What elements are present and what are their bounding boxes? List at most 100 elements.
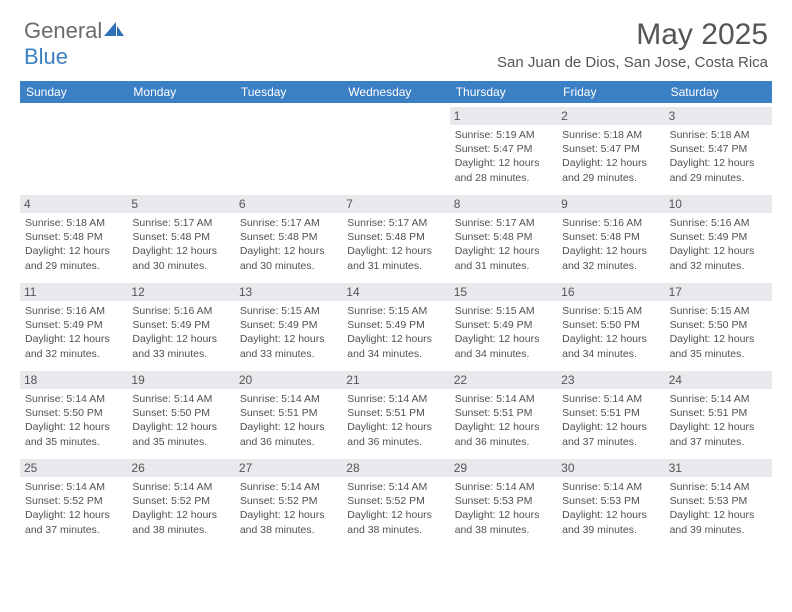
day-number: 22	[454, 373, 467, 387]
day-number: 2	[561, 109, 568, 123]
sunrise-line: Sunrise: 5:14 AM	[240, 480, 337, 494]
day-cell: 3Sunrise: 5:18 AMSunset: 5:47 PMDaylight…	[665, 103, 772, 191]
sunrise-line: Sunrise: 5:14 AM	[562, 392, 659, 406]
day-number: 23	[561, 373, 574, 387]
sunset-line: Sunset: 5:51 PM	[347, 406, 444, 420]
sunset-line: Sunset: 5:53 PM	[562, 494, 659, 508]
day-cell: 13Sunrise: 5:15 AMSunset: 5:49 PMDayligh…	[235, 279, 342, 367]
day-cell: 8 Sunrise: 5:17 AMSunset: 5:48 PMDaylight…	[450, 191, 557, 279]
sunset-line: Sunset: 5:51 PM	[670, 406, 767, 420]
daylight-line: Daylight: 12 hours and 37 minutes.	[25, 508, 122, 536]
day-cell: 29Sunrise: 5:14 AMSunset: 5:53 PMDayligh…	[450, 455, 557, 543]
month-title: May 2025	[497, 18, 768, 52]
daylight-line: Daylight: 12 hours and 36 minutes.	[240, 420, 337, 448]
day-cell: 20Sunrise: 5:14 AMSunset: 5:51 PMDayligh…	[235, 367, 342, 455]
day-number-row: 11	[20, 283, 127, 301]
day-info: Sunrise: 5:14 AMSunset: 5:53 PMDaylight:…	[670, 480, 767, 537]
daylight-line: Daylight: 12 hours and 38 minutes.	[240, 508, 337, 536]
day-cell: 24 Sunrise: 5:14 AMSunset: 5:51 PMDayligh…	[665, 367, 772, 455]
sunset-line: Sunset: 5:50 PM	[25, 406, 122, 420]
logo-part1: General	[24, 18, 102, 43]
empty-cell	[235, 103, 342, 191]
day-number-row: 29	[450, 459, 557, 477]
daylight-line: Daylight: 12 hours and 29 minutes.	[562, 156, 659, 184]
sunset-line: Sunset: 5:47 PM	[562, 142, 659, 156]
sunrise-line: Sunrise: 5:17 AM	[347, 216, 444, 230]
day-number: 11	[24, 285, 36, 299]
sunrise-line: Sunrise: 5:14 AM	[347, 392, 444, 406]
day-info: Sunrise: 5:17 AMSunset: 5:48 PMDaylight:…	[240, 216, 337, 273]
day-number-row: 24	[665, 371, 772, 389]
day-number: 5	[131, 197, 138, 211]
day-info: Sunrise: 5:14 AMSunset: 5:52 PMDaylight:…	[347, 480, 444, 537]
day-cell: 2 Sunrise: 5:18 AMSunset: 5:47 PMDaylight…	[557, 103, 664, 191]
day-number-row: 21	[342, 371, 449, 389]
day-number: 8	[454, 197, 461, 211]
day-number-row: 16	[557, 283, 664, 301]
day-number: 24	[669, 373, 682, 387]
day-cell: 28 Sunrise: 5:14 AMSunset: 5:52 PMDayligh…	[342, 455, 449, 543]
day-number-row: 12	[127, 283, 234, 301]
daylight-line: Daylight: 12 hours and 34 minutes.	[562, 332, 659, 360]
day-number: 21	[346, 373, 359, 387]
weekday-monday: Monday	[127, 81, 234, 103]
day-info: Sunrise: 5:16 AMSunset: 5:49 PMDaylight:…	[25, 304, 122, 361]
day-info: Sunrise: 5:15 AMSunset: 5:50 PMDaylight:…	[562, 304, 659, 361]
sunset-line: Sunset: 5:50 PM	[132, 406, 229, 420]
sunset-line: Sunset: 5:48 PM	[455, 230, 552, 244]
day-number-row: 1	[450, 107, 557, 125]
sunset-line: Sunset: 5:52 PM	[240, 494, 337, 508]
sunrise-line: Sunrise: 5:14 AM	[25, 392, 122, 406]
day-cell: 30Sunrise: 5:14 AMSunset: 5:53 PMDayligh…	[557, 455, 664, 543]
sunset-line: Sunset: 5:51 PM	[455, 406, 552, 420]
daylight-line: Daylight: 12 hours and 37 minutes.	[562, 420, 659, 448]
sunrise-line: Sunrise: 5:14 AM	[25, 480, 122, 494]
day-number: 7	[346, 197, 353, 211]
day-number: 16	[561, 285, 574, 299]
day-info: Sunrise: 5:14 AMSunset: 5:50 PMDaylight:…	[25, 392, 122, 449]
day-number: 31	[669, 461, 682, 475]
day-number-row: 19	[127, 371, 234, 389]
weekday-wednesday: Wednesday	[342, 81, 449, 103]
sunset-line: Sunset: 5:53 PM	[455, 494, 552, 508]
sunset-line: Sunset: 5:47 PM	[670, 142, 767, 156]
daylight-line: Daylight: 12 hours and 39 minutes.	[670, 508, 767, 536]
day-info: Sunrise: 5:14 AMSunset: 5:50 PMDaylight:…	[132, 392, 229, 449]
day-number-row: 25	[20, 459, 127, 477]
sunset-line: Sunset: 5:50 PM	[562, 318, 659, 332]
day-cell: 25Sunrise: 5:14 AMSunset: 5:52 PMDayligh…	[20, 455, 127, 543]
sunset-line: Sunset: 5:49 PM	[132, 318, 229, 332]
daylight-line: Daylight: 12 hours and 34 minutes.	[347, 332, 444, 360]
sunrise-line: Sunrise: 5:16 AM	[132, 304, 229, 318]
daylight-line: Daylight: 12 hours and 37 minutes.	[670, 420, 767, 448]
day-cell: 10Sunrise: 5:16 AMSunset: 5:49 PMDayligh…	[665, 191, 772, 279]
day-cell: 4Sunrise: 5:18 AMSunset: 5:48 PMDaylight…	[20, 191, 127, 279]
sunrise-line: Sunrise: 5:14 AM	[240, 392, 337, 406]
sunset-line: Sunset: 5:52 PM	[132, 494, 229, 508]
sunrise-line: Sunrise: 5:14 AM	[562, 480, 659, 494]
day-number-row: 22	[450, 371, 557, 389]
day-number-row: 26	[127, 459, 234, 477]
sunrise-line: Sunrise: 5:15 AM	[347, 304, 444, 318]
title-block: May 2025 San Juan de Dios, San Jose, Cos…	[497, 18, 768, 71]
daylight-line: Daylight: 12 hours and 33 minutes.	[132, 332, 229, 360]
day-number-row: 17	[665, 283, 772, 301]
day-info: Sunrise: 5:16 AMSunset: 5:48 PMDaylight:…	[562, 216, 659, 273]
day-info: Sunrise: 5:17 AMSunset: 5:48 PMDaylight:…	[455, 216, 552, 273]
day-cell: 14Sunrise: 5:15 AMSunset: 5:49 PMDayligh…	[342, 279, 449, 367]
day-info: Sunrise: 5:14 AMSunset: 5:51 PMDaylight:…	[670, 392, 767, 449]
day-number-row: 4	[20, 195, 127, 213]
sunset-line: Sunset: 5:49 PM	[240, 318, 337, 332]
day-cell: 26Sunrise: 5:14 AMSunset: 5:52 PMDayligh…	[127, 455, 234, 543]
day-info: Sunrise: 5:18 AMSunset: 5:47 PMDaylight:…	[562, 128, 659, 185]
day-number: 17	[669, 285, 682, 299]
sunset-line: Sunset: 5:52 PM	[347, 494, 444, 508]
daylight-line: Daylight: 12 hours and 30 minutes.	[132, 244, 229, 272]
weekday-header: SundayMondayTuesdayWednesdayThursdayFrid…	[20, 81, 772, 103]
header: General Blue May 2025 San Juan de Dios, …	[0, 0, 792, 75]
sunset-line: Sunset: 5:51 PM	[562, 406, 659, 420]
day-info: Sunrise: 5:14 AMSunset: 5:52 PMDaylight:…	[240, 480, 337, 537]
day-number: 28	[346, 461, 359, 475]
day-info: Sunrise: 5:15 AMSunset: 5:49 PMDaylight:…	[240, 304, 337, 361]
sunrise-line: Sunrise: 5:15 AM	[670, 304, 767, 318]
